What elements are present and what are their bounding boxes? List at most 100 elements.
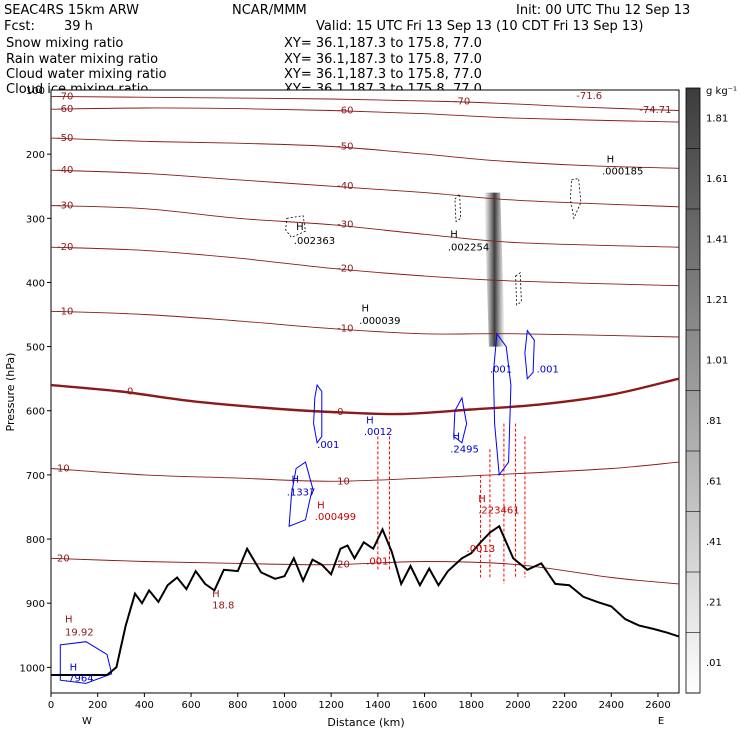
temperature-contour-label: 10: [57, 463, 70, 474]
field-annotation: 19.92: [65, 627, 94, 638]
forecast-label: Fcst:: [4, 19, 35, 34]
west-label: W: [82, 716, 92, 727]
temperature-contour-line: [51, 377, 679, 416]
temperature-contour-label: -60: [57, 104, 73, 115]
field-annotation: .223461: [478, 505, 519, 516]
field-legend: Snow mixing ratio XY= 36.1,187.3 to 175.…: [6, 36, 482, 97]
field-annotation: H: [296, 222, 304, 233]
field-annotation: .0013: [467, 544, 496, 555]
cloud-water-contour: [453, 396, 468, 444]
colorbar-label: .01: [706, 658, 722, 669]
x-tick-label: 0: [48, 700, 54, 711]
field-annotation: H: [65, 614, 73, 625]
x-tick-label: 600: [182, 700, 201, 711]
y-tick-label: 1000: [20, 663, 45, 674]
temperature-contour-label: -50: [57, 133, 73, 144]
field-annotation: H: [291, 475, 299, 486]
temperature-contour-line: [51, 107, 679, 123]
x-tick-label: 1800: [458, 700, 483, 711]
temperature-contour-line: [51, 137, 679, 169]
temperature-contour: -70 -70: [51, 91, 679, 111]
field-annotation: .002254: [448, 242, 489, 253]
field-annotation: .001: [490, 364, 512, 375]
field-annotation: .001: [317, 440, 339, 451]
y-tick-label: 400: [26, 278, 45, 289]
colorbar-label: .21: [706, 597, 722, 608]
temperature-contour: 00: [51, 377, 679, 418]
x-axis-label: Distance (km): [327, 716, 404, 729]
x-tick-label: 2600: [645, 700, 670, 711]
field-annotation: H: [478, 494, 486, 505]
field-annotation: H: [361, 303, 369, 314]
x-tick-label: 200: [88, 700, 107, 711]
temperature-contour-label: -70: [454, 97, 470, 108]
y-tick-label: 600: [26, 407, 45, 418]
y-tick-label: 900: [26, 599, 45, 610]
axes: 0 200 400 600 800 1000 1200 1400 1600 1800 2000 220…: [20, 86, 671, 711]
cloud-ice-contour: [454, 192, 462, 223]
y-tick-label: 800: [26, 535, 45, 546]
legend-snow-name: Snow mixing ratio: [6, 36, 123, 51]
field-annotation: .7964: [65, 673, 94, 684]
temperature-contour-label: -50: [337, 141, 353, 152]
forecast-hour: 39 h: [64, 19, 93, 34]
temperature-contour-label: 0: [127, 387, 133, 398]
y-tick-label: 200: [26, 150, 45, 161]
field-annotation: H: [317, 500, 325, 511]
init-time: Init: 00 UTC Thu 12 Sep 13: [516, 3, 690, 18]
x-tick-label: 2200: [552, 700, 577, 711]
colorbar-label: 1.61: [706, 174, 728, 185]
temperature-contour-label: -60: [337, 106, 353, 117]
field-annotation: H: [70, 663, 78, 674]
colorbar-label: .61: [706, 476, 722, 487]
x-tick-label: 2400: [599, 700, 624, 711]
colorbar-label: 1.81: [706, 113, 728, 124]
temperature-contour: -60 -60: [51, 104, 679, 123]
colorbar-label: 1.01: [706, 355, 728, 366]
cloud-ice-contour: [569, 178, 582, 220]
x-tick-label: 1600: [412, 700, 437, 711]
legend-rain-name: Rain water mixing ratio: [6, 52, 158, 67]
temperature-contour-line: [51, 310, 679, 338]
plot-frame: [50, 89, 680, 694]
temperature-contour-line: [51, 557, 679, 585]
temperature-contour-label: -40: [57, 165, 73, 176]
x-tick-label: 1200: [318, 700, 343, 711]
field-annotation: .2495: [450, 444, 479, 455]
temperature-contour-label: -40: [337, 181, 353, 192]
field-annotation: H: [366, 416, 374, 427]
cloud-ice-contour: [285, 215, 306, 238]
cloud-water-contour: [492, 332, 512, 477]
valid-time: Valid: 15 UTC Fri 13 Sep 13 (10 CDT Fri …: [316, 19, 643, 34]
field-annotation: .000499: [315, 512, 356, 523]
colorbar-label: .41: [706, 537, 722, 548]
temperature-contour: -10 -10: [51, 306, 679, 338]
legend-cloudwater-xy: XY= 36.1,187.3 to 175.8, 77.0: [284, 67, 482, 82]
colorbar: g kg⁻¹ .01 .21 .41 .61 .81 1.01 1.21 1.41 1.61 1.…: [685, 86, 737, 694]
colorbar-label: 1.21: [706, 295, 728, 306]
field-annotation: .1337: [287, 487, 316, 498]
field-annotation: .001: [366, 557, 388, 568]
x-tick-label: 800: [228, 700, 247, 711]
temperature-contour-label: -10: [57, 306, 73, 317]
field-annotation: -74.71: [639, 105, 671, 116]
cloud-water-contour: [313, 383, 323, 445]
org-label: NCAR/MMM: [232, 3, 307, 18]
cloud-water-contour: [59, 641, 113, 684]
y-tick-label: 100: [26, 86, 45, 97]
cloud-ice-contour: [515, 272, 522, 306]
temperature-contour-label: -30: [337, 220, 353, 231]
x-tick-label: 2000: [505, 700, 530, 711]
temperature-contour-label: 10: [337, 476, 350, 487]
temperature-contour-label: 20: [337, 560, 350, 571]
y-tick-label: 700: [26, 471, 45, 482]
field-annotation: H: [212, 589, 220, 600]
field-annotation: .0012: [364, 427, 393, 438]
temperature-contour-line: [51, 95, 679, 111]
terrain-line: [51, 524, 679, 676]
field-annotation: H: [450, 230, 458, 241]
field-annotation: H: [607, 154, 615, 165]
colorbar-unit: g kg⁻¹: [706, 86, 737, 97]
model-title: SEAC4RS 15km ARW: [4, 3, 139, 18]
